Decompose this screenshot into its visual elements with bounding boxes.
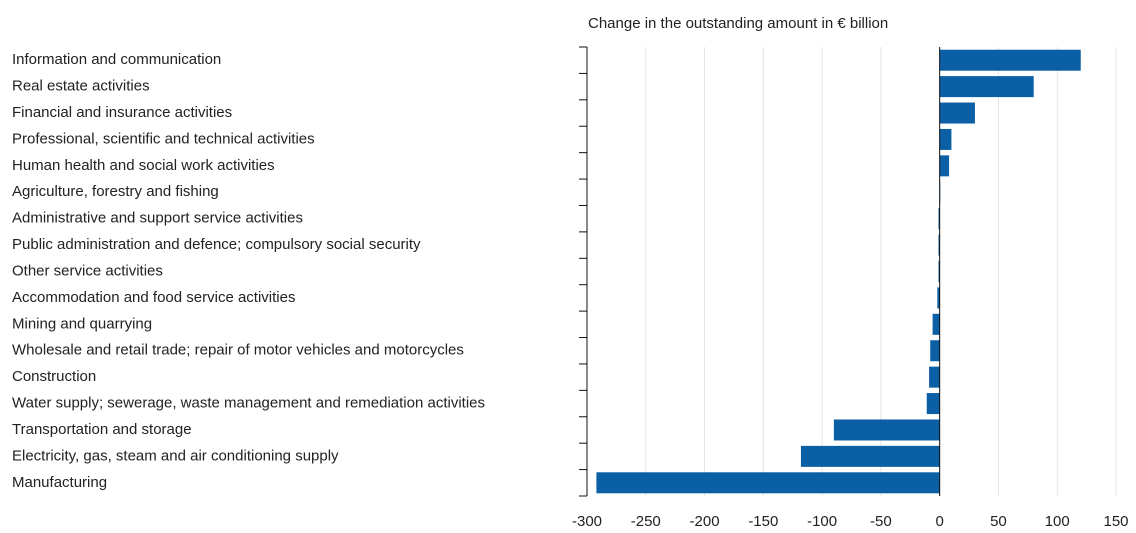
bar [938,208,940,230]
y-tick-label: Public administration and defence; compu… [12,236,421,253]
y-tick-label: Human health and social work activities [12,157,275,174]
y-tick-label: Financial and insurance activities [12,104,232,121]
y-tick-label: Information and communication [12,51,221,68]
y-tick-label: Wholesale and retail trade; repair of mo… [12,342,464,359]
bar [929,366,940,388]
y-tick-label: Construction [12,368,96,385]
x-tick-label: 100 [1045,513,1070,530]
bar [939,76,1034,98]
bar [932,313,940,335]
y-tick-label: Other service activities [12,262,163,279]
x-tick-label: 0 [935,513,943,530]
y-tick-label: Water supply; sewerage, waste management… [12,395,485,412]
bar [930,340,940,362]
y-tick-label: Mining and quarrying [12,315,152,332]
y-tick-label: Electricity, gas, steam and air conditio… [12,447,339,464]
bar [939,102,975,124]
x-tick-label: -150 [748,513,778,530]
bar [596,472,940,494]
y-tick-label: Agriculture, forestry and fishing [12,183,219,200]
y-tick-label: Professional, scientific and technical a… [12,130,315,147]
bar [926,393,940,415]
y-tick-label: Transportation and storage [12,421,192,438]
axis-title: Change in the outstanding amount in € bi… [588,15,888,32]
x-tick-label: 150 [1103,513,1128,530]
y-tick-label: Manufacturing [12,474,107,491]
bar [939,128,952,150]
x-tick-label: -250 [631,513,661,530]
y-tick-label: Administrative and support service activ… [12,210,303,227]
y-tick-label: Real estate activities [12,78,150,95]
bar [938,234,940,256]
bar [939,49,1081,71]
bar [938,261,940,282]
x-tick-label: -200 [690,513,720,530]
bar [833,419,940,441]
bar [937,287,940,309]
x-tick-label: -100 [807,513,837,530]
x-tick-label: -300 [572,513,602,530]
y-tick-label: Accommodation and food service activitie… [12,289,295,306]
x-tick-label: -50 [870,513,892,530]
bar [939,155,950,177]
bar [800,445,940,467]
x-tick-label: 50 [990,513,1007,530]
